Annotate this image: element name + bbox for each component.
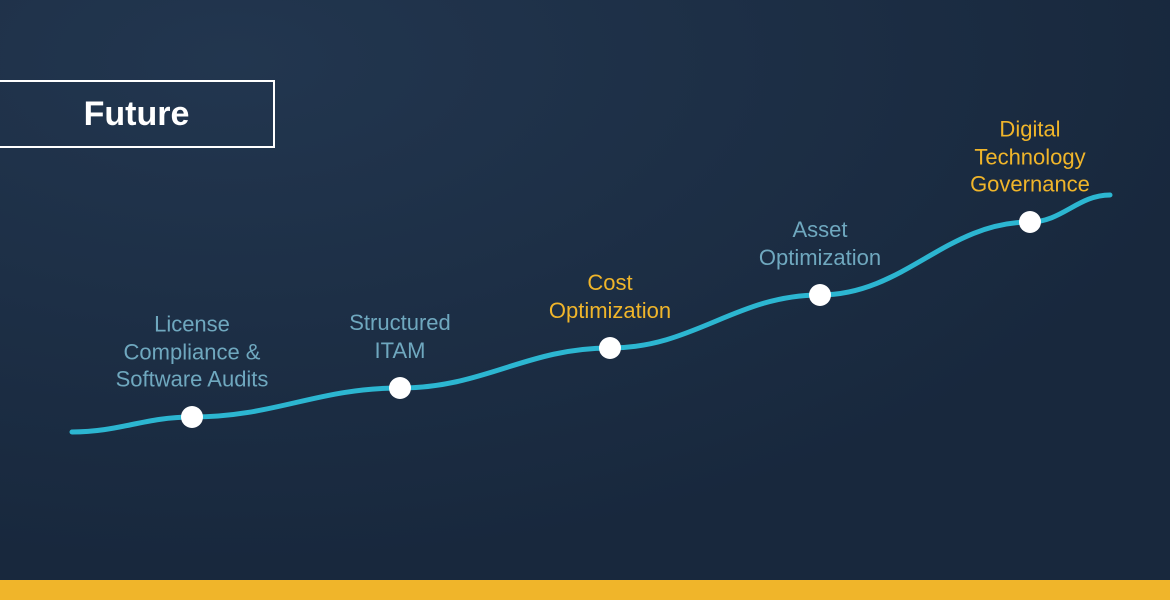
chart-point-marker [1019, 211, 1041, 233]
diagram-canvas: Future License Compliance & Software Aud… [0, 0, 1170, 600]
chart-point-marker [389, 377, 411, 399]
chart-point-label: Cost Optimization [549, 269, 671, 324]
chart-point-marker [181, 406, 203, 428]
chart-point-label: Digital Technology Governance [970, 116, 1090, 199]
chart-point-label: License Compliance & Software Audits [116, 311, 269, 394]
chart-point-label: Structured ITAM [349, 309, 451, 364]
bottom-accent-bar [0, 580, 1170, 600]
chart-point-marker [809, 284, 831, 306]
chart-point-marker [599, 337, 621, 359]
chart-point-label: Asset Optimization [759, 216, 881, 271]
